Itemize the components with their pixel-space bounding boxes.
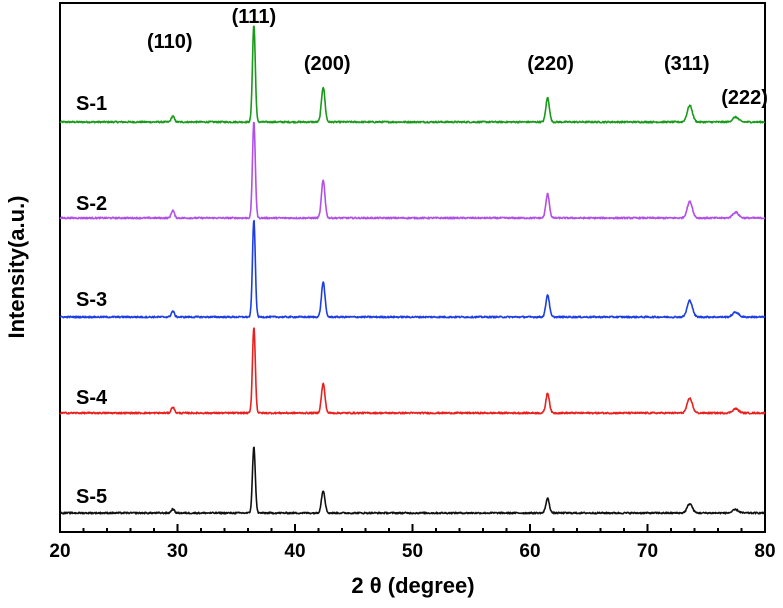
series-labels: S-1 S-2 S-3 S-4 S-5: [76, 93, 108, 508]
series-line-s-1: [59, 25, 766, 124]
peak-label: (311): [664, 53, 710, 75]
series-label-s-4: S-4: [76, 387, 108, 409]
series-line-s-5: [59, 446, 766, 515]
series-label-s-1: S-1: [76, 93, 107, 115]
series-layer: [59, 25, 766, 515]
x-tick-label: 30: [167, 541, 188, 562]
series-label-s-2: S-2: [76, 193, 107, 215]
x-tick-label: 60: [519, 541, 540, 562]
series-line-s-3: [59, 219, 766, 319]
series-line-s-2: [59, 121, 766, 220]
series-label-s-3: S-3: [76, 289, 107, 311]
peak-label: (111): [232, 6, 276, 28]
peak-label: (220): [527, 53, 574, 75]
x-tick-label: 50: [402, 541, 423, 562]
x-tick-label: 40: [284, 541, 305, 562]
series-label-s-5: S-5: [76, 486, 107, 508]
x-axis-title: 2 θ (degree): [351, 573, 474, 598]
x-axis-ticks: 20 30 40 50 60 70 80: [49, 524, 776, 562]
plot-frame: [59, 2, 766, 533]
x-tick-label: 20: [49, 541, 70, 562]
y-axis-title: Intensity(a.u.): [4, 195, 29, 338]
x-tick-label: 70: [637, 541, 658, 562]
peak-labels: (110) (111) (200) (220) (311) (222): [147, 6, 768, 109]
peak-label: (222): [721, 87, 768, 109]
peak-label: (200): [304, 53, 351, 75]
x-tick-label: 80: [754, 541, 775, 562]
peak-label: (110): [147, 31, 193, 53]
series-line-s-4: [59, 327, 766, 415]
